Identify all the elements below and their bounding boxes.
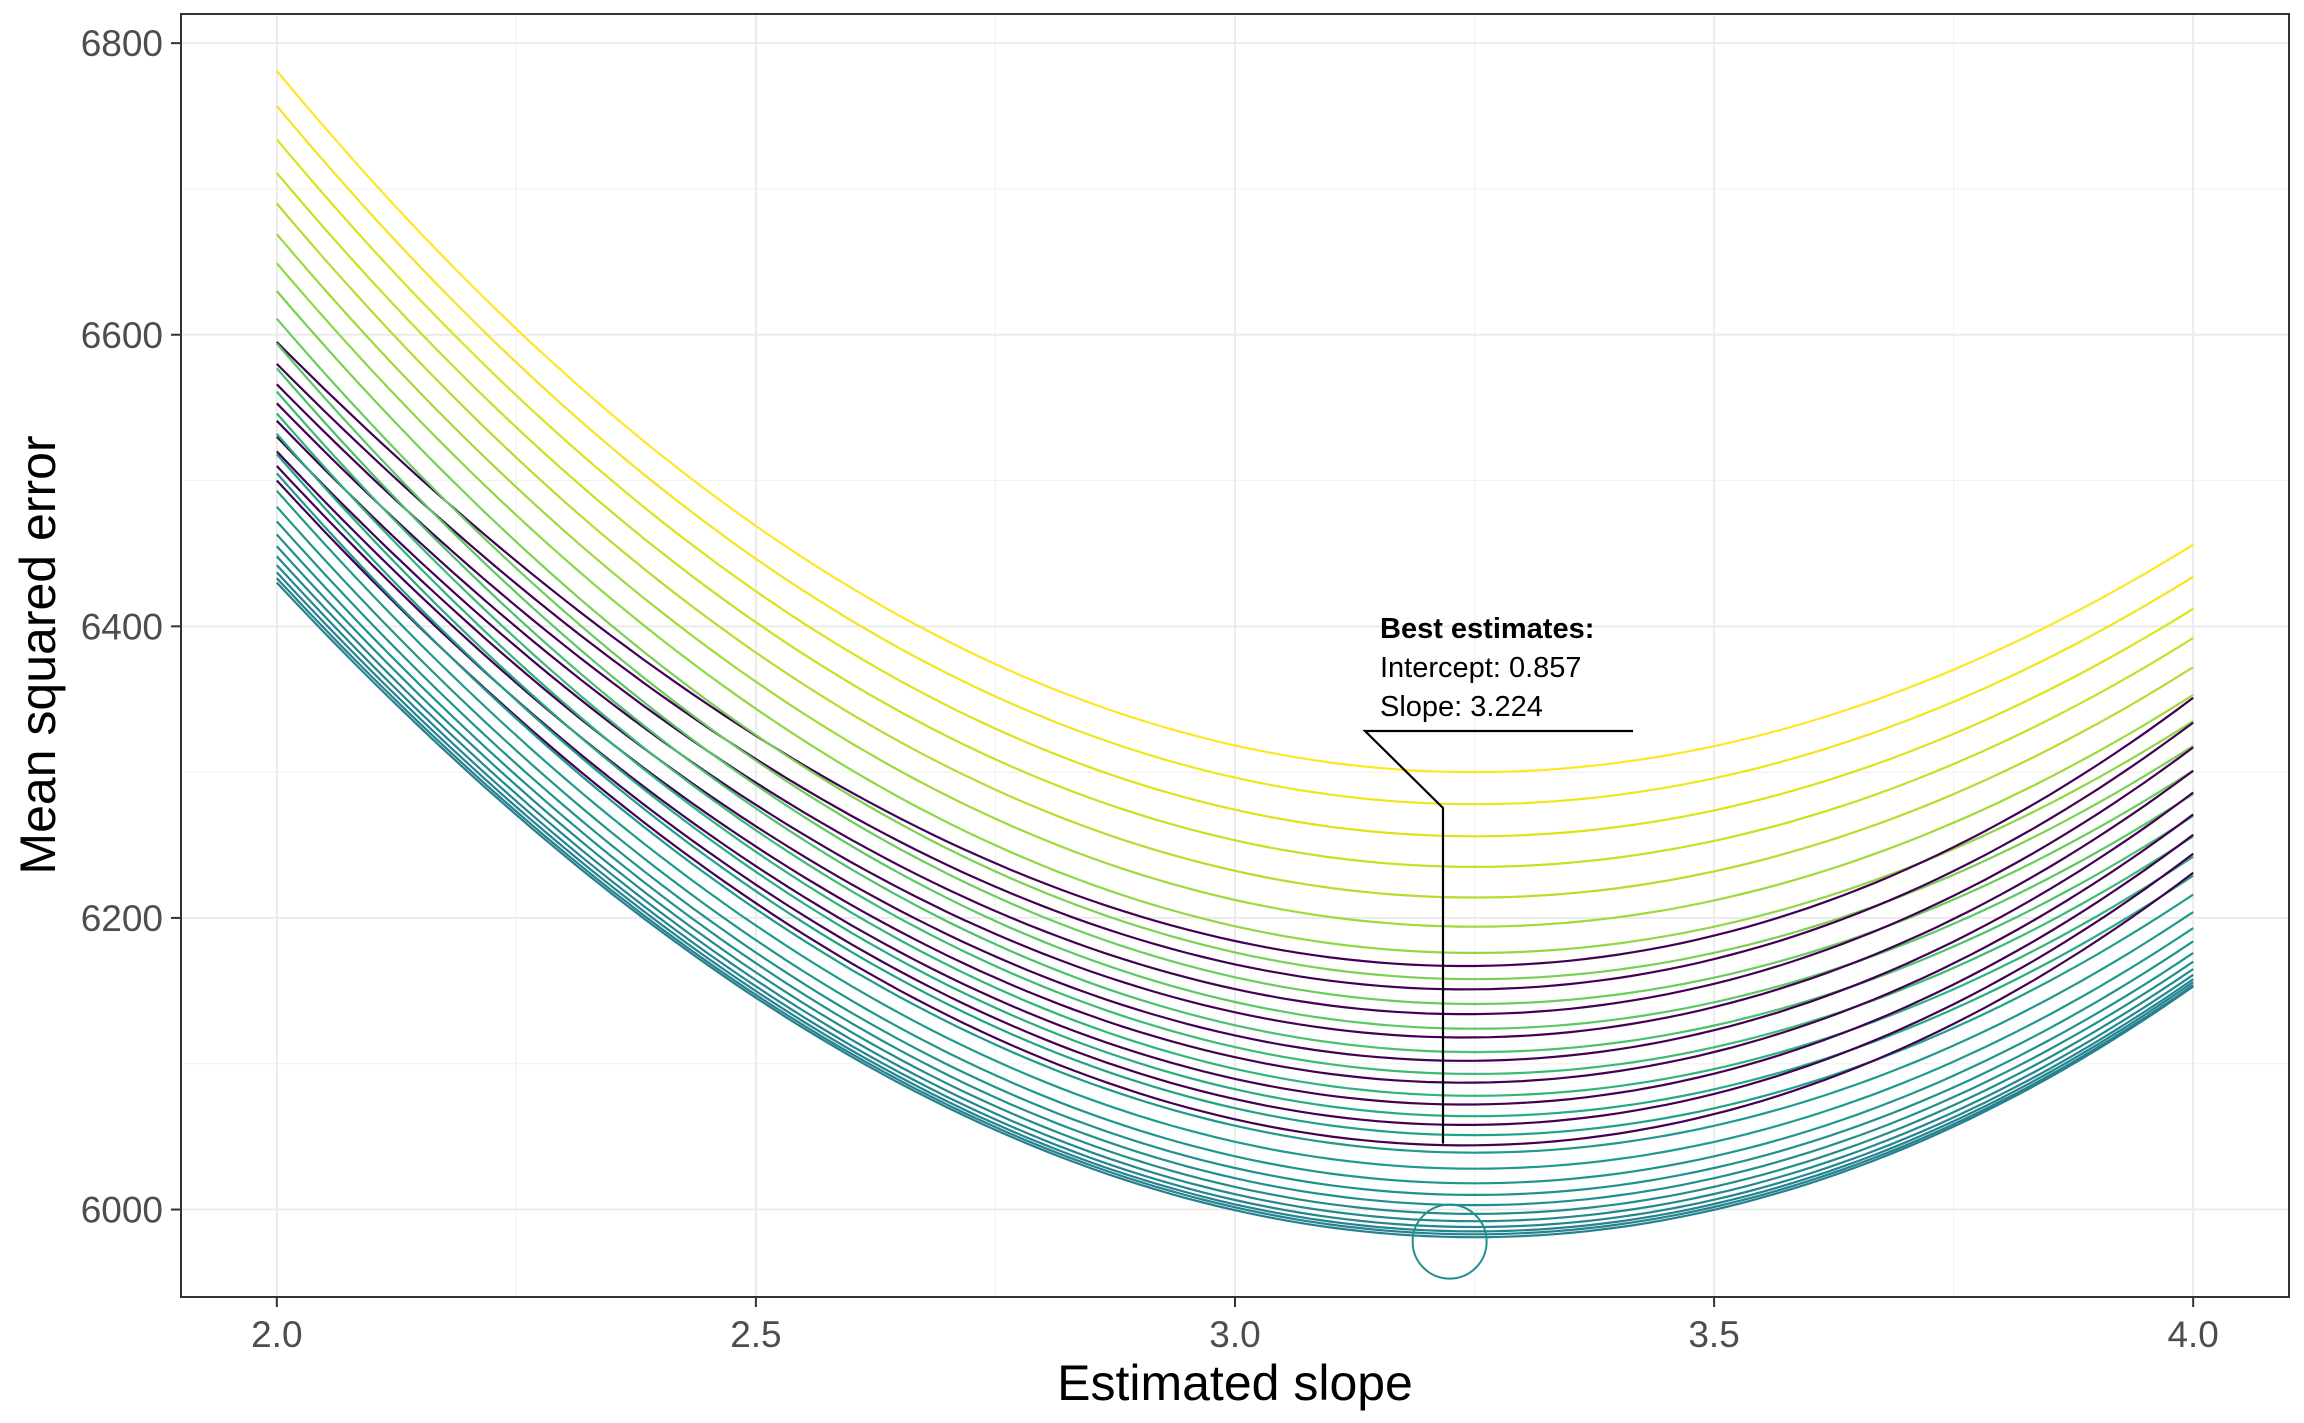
curve-29 (275, 545, 2194, 1216)
curve-7 (276, 341, 2194, 968)
x-tick-label-3: 3.5 (1688, 1314, 1739, 1355)
curve-34 (275, 581, 2194, 1239)
x-axis-title: Estimated slope (1057, 1355, 1413, 1411)
y-tick-label-3: 6600 (81, 315, 163, 356)
y-tick-label-0: 6000 (81, 1190, 163, 1231)
curve-3 (275, 172, 2194, 869)
annotation-leader-line (1362, 729, 1633, 1144)
curve-9 (276, 363, 2194, 991)
best-estimate-marker (1411, 1203, 1488, 1280)
x-tick-label-0: 2.0 (251, 1314, 302, 1355)
curve-31 (275, 564, 2194, 1229)
curve-5 (275, 233, 2194, 928)
curves (275, 70, 2194, 1239)
annotation-title: Best estimates: (1380, 613, 1594, 645)
curve-2 (275, 138, 2194, 838)
y-tick-label-1: 6200 (81, 898, 163, 939)
curve-30 (275, 555, 2194, 1223)
x-tick-label-4: 4.0 (2167, 1314, 2218, 1355)
curve-15 (276, 420, 2194, 1062)
y-axis: 6000 6200 6400 6600 6800 (81, 23, 181, 1231)
curve-13 (276, 402, 2194, 1039)
curve-32 (275, 571, 2194, 1233)
curve-23 (275, 479, 2194, 1147)
annotation-slope: Slope: 3.224 (1380, 691, 1543, 723)
annotation-intercept: Intercept: 0.857 (1380, 652, 1582, 684)
curve-26 (275, 506, 2194, 1185)
x-tick-label-2: 3.0 (1209, 1314, 1260, 1355)
curve-25 (275, 490, 2194, 1170)
y-tick-label-2: 6400 (81, 606, 163, 647)
curve-1 (275, 105, 2194, 806)
x-tick-label-1: 2.5 (730, 1314, 781, 1355)
y-axis-title: Mean squared error (10, 435, 66, 874)
curve-21 (275, 465, 2194, 1126)
y-tick-label-4: 6800 (81, 23, 163, 64)
curve-33 (275, 577, 2194, 1236)
annotation: Best estimates: Intercept: 0.857 Slope: … (1362, 613, 1633, 1280)
curve-24 (275, 472, 2194, 1154)
curve-28 (275, 533, 2194, 1207)
curve-11 (276, 383, 2194, 1016)
curve-27 (275, 520, 2194, 1197)
curve-0 (275, 70, 2194, 774)
x-axis: 2.0 2.5 3.0 3.5 4.0 (251, 1297, 2219, 1355)
curve-6 (275, 262, 2194, 955)
curve-4 (275, 202, 2194, 899)
